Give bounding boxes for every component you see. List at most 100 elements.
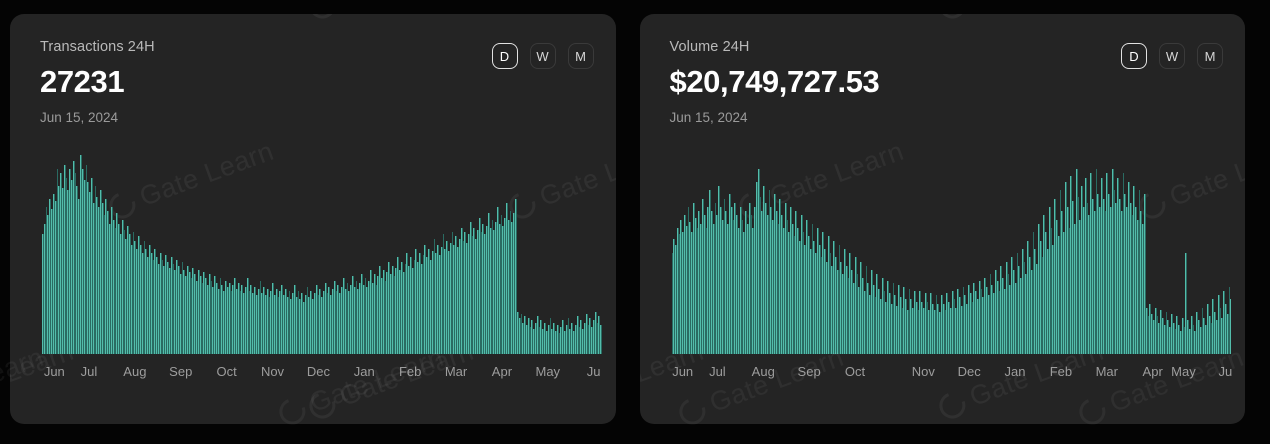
chart-bar	[266, 288, 269, 354]
chart-bar	[551, 328, 554, 354]
range-button-d[interactable]: D	[491, 43, 518, 69]
chart-bar	[687, 207, 690, 354]
chart-bar	[1199, 326, 1202, 354]
chart-bar	[1174, 328, 1177, 354]
chart-bar	[842, 274, 844, 354]
chart-bar	[989, 274, 992, 354]
axis-tick-label: Jan	[353, 364, 375, 379]
axis-tick-label: Sep	[797, 364, 821, 379]
chart-bar	[1012, 270, 1015, 354]
chart-bar	[775, 211, 778, 354]
chart-bar	[83, 179, 86, 354]
chart-bar	[431, 251, 434, 354]
chart-bar	[58, 186, 61, 354]
chart-bar	[409, 257, 412, 354]
chart-bar	[824, 249, 827, 354]
chart-bar	[1160, 309, 1163, 354]
chart-bar	[498, 223, 501, 354]
chart-bar	[1070, 175, 1073, 354]
chart-bar	[1034, 249, 1037, 354]
chart-bar	[141, 253, 144, 354]
chart-bar	[905, 299, 907, 354]
chart-bar	[1020, 278, 1022, 354]
chart-bar	[522, 322, 525, 354]
chart-bar	[1011, 257, 1013, 354]
chart-bar	[919, 291, 922, 354]
chart-bar	[535, 322, 537, 354]
chart-bar	[286, 297, 289, 354]
chart-bar	[1158, 322, 1161, 354]
chart-bar	[869, 295, 871, 354]
chart-bar	[1025, 274, 1028, 354]
chart-bar	[1183, 326, 1186, 354]
chart-bar	[865, 265, 868, 354]
chart-bar	[950, 307, 952, 354]
chart-bar	[43, 223, 46, 354]
chart-bar	[158, 263, 160, 354]
chart-bar	[42, 234, 44, 354]
chart-bar	[967, 284, 970, 354]
chart-bar	[480, 232, 483, 354]
chart-bar	[593, 320, 595, 354]
chart-bar	[736, 215, 738, 354]
chart-bar	[261, 293, 264, 354]
chart-bar	[45, 207, 48, 354]
chart-bar	[755, 181, 758, 354]
chart-bar	[1127, 181, 1130, 354]
chart-bar	[254, 286, 256, 354]
chart-bar	[511, 221, 514, 354]
chart-bar	[90, 177, 93, 354]
chart-bar	[1226, 314, 1229, 354]
range-button-m[interactable]: M	[567, 43, 594, 69]
chart-bar	[975, 291, 977, 354]
chart-bar	[883, 291, 886, 354]
chart-bar	[964, 295, 967, 354]
transactions-range-toggle[interactable]: D W M	[491, 38, 594, 69]
chart-bar	[854, 257, 857, 354]
volume-range-toggle[interactable]: D W M	[1121, 38, 1223, 69]
range-button-w[interactable]: W	[529, 43, 556, 69]
chart-bar	[478, 217, 481, 354]
chart-bar	[894, 295, 897, 354]
chart-bar	[741, 219, 744, 354]
chart-bar	[567, 318, 570, 354]
chart-bar	[1124, 194, 1127, 354]
chart-bar	[571, 322, 574, 354]
chart-bar	[732, 219, 735, 354]
chart-bar	[1142, 223, 1145, 354]
chart-bar	[1147, 316, 1150, 354]
chart-bar	[538, 326, 541, 354]
chart-bar	[109, 223, 111, 354]
chart-bar	[308, 297, 311, 354]
chart-bar	[1063, 232, 1066, 354]
range-button-m[interactable]: M	[1197, 43, 1223, 69]
range-button-w[interactable]: W	[1159, 43, 1185, 69]
chart-bar	[1007, 274, 1010, 354]
chart-bar	[1167, 320, 1170, 354]
chart-bar	[1021, 249, 1024, 354]
chart-bar	[61, 188, 64, 354]
chart-bar	[257, 288, 260, 354]
chart-bar	[594, 312, 597, 354]
chart-bar	[720, 207, 722, 354]
chart-bar	[1068, 228, 1071, 354]
chart-bar	[917, 309, 920, 354]
chart-bar	[933, 309, 936, 354]
chart-bar	[716, 215, 719, 354]
chart-bar	[802, 232, 805, 354]
chart-bar	[1196, 312, 1198, 354]
chart-bar	[727, 223, 729, 354]
chart-bar	[177, 265, 180, 354]
chart-bar	[85, 165, 88, 354]
transactions-plot-area[interactable]	[42, 144, 602, 354]
chart-bar	[851, 270, 853, 354]
range-button-d[interactable]: D	[1121, 43, 1147, 69]
chart-bar	[795, 211, 798, 354]
chart-bar	[899, 297, 902, 354]
chart-bar	[818, 244, 821, 354]
chart-bar	[797, 228, 800, 354]
chart-bar	[694, 217, 697, 354]
chart-bar	[527, 318, 530, 354]
volume-plot-area[interactable]	[671, 144, 1231, 354]
chart-bar	[1219, 307, 1222, 354]
